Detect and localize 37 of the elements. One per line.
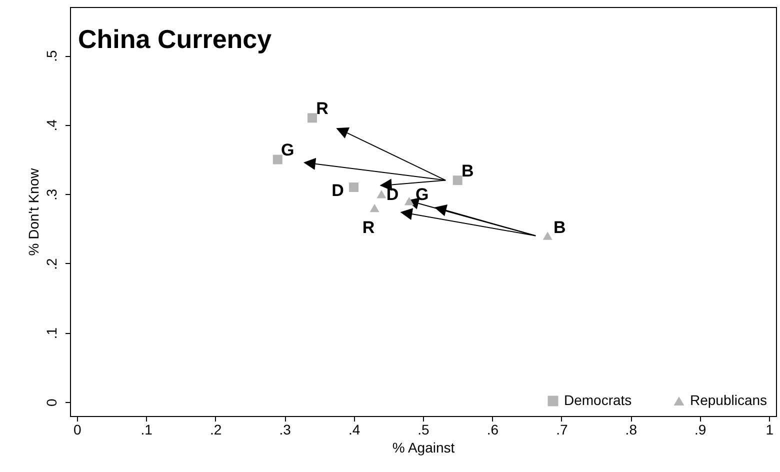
point: [376, 190, 386, 198]
y-tick-label: .4: [44, 119, 60, 132]
x-tick-label: .7: [556, 422, 568, 438]
data-label: B: [553, 218, 566, 237]
legend-label: Democrats: [564, 392, 632, 408]
point: [452, 176, 462, 186]
y-tick-label: .1: [44, 327, 60, 340]
x-tick-label: 0: [74, 422, 82, 438]
x-tick-label: .4: [348, 422, 360, 438]
x-tick-label: .2: [210, 422, 222, 438]
data-label: G: [416, 185, 429, 204]
y-tick-label: 0: [44, 398, 60, 407]
data-label: B: [461, 161, 474, 180]
x-tick-label: .1: [140, 422, 153, 438]
data-label: G: [281, 140, 294, 160]
x-axis-title: % Against: [392, 440, 455, 456]
data-label: R: [362, 218, 375, 238]
x-tick-label: .6: [486, 422, 499, 438]
data-label: D: [332, 181, 344, 200]
y-axis-title: % Don't Know: [26, 167, 42, 256]
point: [542, 232, 552, 240]
legend-label: Republicans: [690, 392, 768, 408]
y-tick-label: .5: [44, 50, 60, 62]
x-tick-label: .3: [279, 422, 292, 438]
x-tick-label: 1: [766, 422, 774, 438]
point: [308, 113, 317, 123]
x-tick-label: .9: [694, 422, 706, 438]
data-label: R: [316, 98, 328, 118]
point: [272, 154, 282, 164]
y-tick-label: .3: [44, 188, 60, 201]
point: [370, 204, 380, 212]
x-tick-label: .5: [418, 422, 430, 438]
x-tick-label: .8: [625, 422, 638, 438]
point: [404, 196, 414, 206]
text: China Currency: [78, 24, 272, 54]
point: [349, 182, 359, 192]
y-tick-label: .2: [44, 258, 60, 270]
